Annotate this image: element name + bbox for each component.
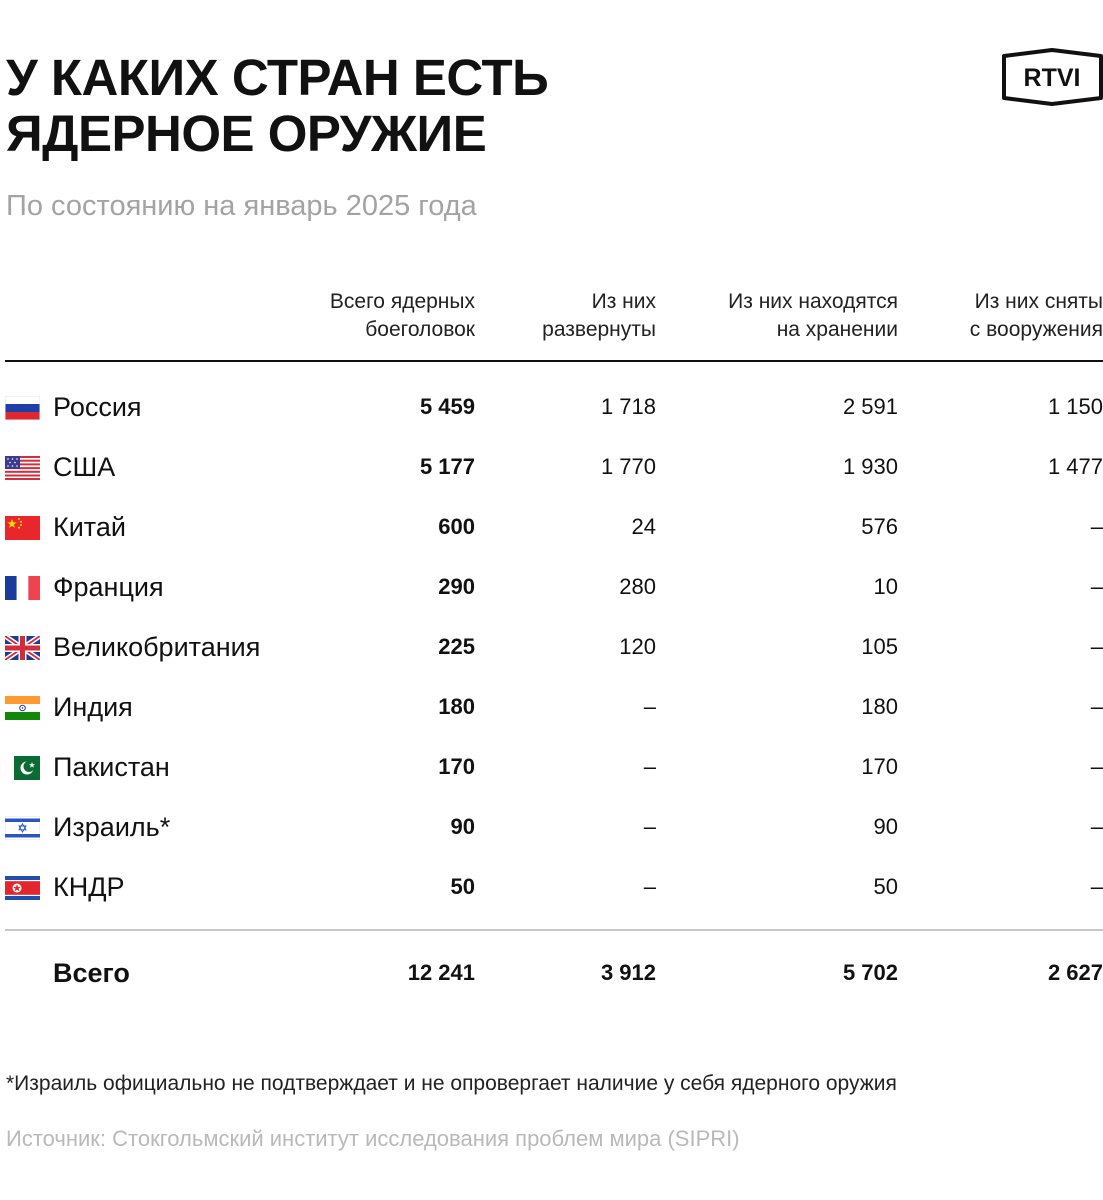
usa-flag-icon — [5, 456, 40, 480]
total-value-deployed: 3 912 — [600, 960, 656, 985]
column-header-deployed: Из них развернуты — [542, 288, 656, 344]
value-total: 5 177 — [419, 454, 475, 479]
value-retired: – — [1090, 874, 1103, 899]
column-header-line: Из них — [591, 290, 656, 313]
value-deployed: 1 718 — [600, 394, 656, 419]
table-row: Великобритания 225 120 105 – — [0, 619, 1103, 679]
value-stored: 180 — [861, 694, 898, 719]
table-row: США 5 177 1 770 1 930 1 477 — [0, 439, 1103, 499]
country-name: Франция — [53, 572, 164, 602]
value-retired: – — [1090, 634, 1103, 659]
column-header-line: с вооружения — [969, 318, 1103, 341]
column-header-line: Из них сняты — [974, 290, 1103, 313]
value-stored: 576 — [861, 514, 898, 539]
total-value-total: 12 241 — [407, 960, 475, 985]
russia-flag-icon — [5, 396, 40, 420]
value-total: 600 — [438, 514, 475, 539]
value-total: 225 — [438, 634, 475, 659]
value-retired: – — [1090, 694, 1103, 719]
india-flag-icon — [5, 696, 40, 720]
value-total: 180 — [438, 694, 475, 719]
column-header-line: развернуты — [542, 318, 656, 341]
value-deployed: 1 770 — [600, 454, 656, 479]
country-name: Пакистан — [53, 752, 170, 782]
value-retired: – — [1090, 754, 1103, 779]
total-divider — [5, 929, 1103, 931]
value-deployed: 120 — [619, 634, 656, 659]
table-row: Израиль* 90 – 90 – — [0, 799, 1103, 859]
subtitle: По состоянию на январь 2025 года — [6, 190, 477, 222]
value-stored: 50 — [873, 874, 898, 899]
title-line-1: У КАКИХ СТРАН ЕСТЬ — [6, 49, 549, 106]
column-header-line: Всего ядерных — [329, 290, 475, 313]
column-header-total: Всего ядерных боеголовок — [330, 288, 475, 344]
north-korea-flag-icon — [5, 876, 40, 900]
header-divider — [5, 360, 1103, 362]
value-stored: 170 — [861, 754, 898, 779]
value-retired: – — [1090, 574, 1103, 599]
total-value-retired: 2 627 — [1047, 960, 1103, 985]
value-retired: 1 150 — [1047, 394, 1103, 419]
column-header-retired: Из них сняты с вооружения — [970, 288, 1103, 344]
value-deployed: – — [643, 874, 656, 899]
value-retired: – — [1090, 514, 1103, 539]
france-flag-icon — [5, 576, 40, 600]
israel-flag-icon — [5, 816, 40, 840]
value-retired: 1 477 — [1047, 454, 1103, 479]
table-row: Индия 180 – 180 – — [0, 679, 1103, 739]
table-row: КНДР 50 – 50 – — [0, 859, 1103, 919]
country-name: Великобритания — [53, 632, 261, 662]
column-header-line: на хранении — [776, 318, 898, 341]
value-stored: 1 930 — [842, 454, 898, 479]
table-row: Россия 5 459 1 718 2 591 1 150 — [0, 379, 1103, 439]
total-value-stored: 5 702 — [842, 960, 898, 985]
footnote: *Израиль официально не подтверждает и не… — [6, 1072, 897, 1095]
country-name: США — [53, 452, 116, 482]
column-header-stored: Из них находятся на хранении — [728, 288, 898, 344]
value-stored: 105 — [861, 634, 898, 659]
value-total: 50 — [450, 874, 475, 899]
value-stored: 10 — [873, 574, 898, 599]
value-deployed: – — [643, 694, 656, 719]
value-deployed: 280 — [619, 574, 656, 599]
page-title: У КАКИХ СТРАН ЕСТЬ ЯДЕРНОЕ ОРУЖИЕ — [6, 50, 766, 162]
uk-flag-icon — [5, 636, 40, 660]
table-row: Франция 290 280 10 – — [0, 559, 1103, 619]
column-header-line: боеголовок — [365, 318, 475, 341]
country-name: Индия — [53, 692, 133, 722]
value-stored: 90 — [873, 814, 898, 839]
value-total: 5 459 — [419, 394, 475, 419]
value-total: 90 — [450, 814, 475, 839]
country-name: Россия — [53, 392, 142, 422]
value-deployed: – — [643, 754, 656, 779]
total-label: Всего — [53, 958, 130, 988]
country-name: Израиль* — [53, 812, 171, 842]
table-row: Китай 600 24 576 – — [0, 499, 1103, 559]
value-deployed: – — [643, 814, 656, 839]
value-retired: – — [1090, 814, 1103, 839]
logo-text: RTVI — [1024, 64, 1081, 92]
country-name: КНДР — [53, 872, 125, 902]
value-stored: 2 591 — [842, 394, 898, 419]
pakistan-flag-icon — [5, 756, 40, 780]
china-flag-icon — [5, 516, 40, 540]
table-row: Пакистан 170 – 170 – — [0, 739, 1103, 799]
column-header-line: Из них находятся — [728, 290, 898, 313]
value-total: 170 — [438, 754, 475, 779]
country-name: Китай — [53, 512, 126, 542]
source-note: Источник: Стокгольмский институт исследо… — [6, 1126, 740, 1151]
title-line-2: ЯДЕРНОЕ ОРУЖИЕ — [6, 105, 487, 162]
value-total: 290 — [438, 574, 475, 599]
total-row: Всего 12 241 3 912 5 702 2 627 — [0, 945, 1103, 1005]
value-deployed: 24 — [631, 514, 656, 539]
rtvi-logo: RTVI — [1002, 48, 1103, 106]
